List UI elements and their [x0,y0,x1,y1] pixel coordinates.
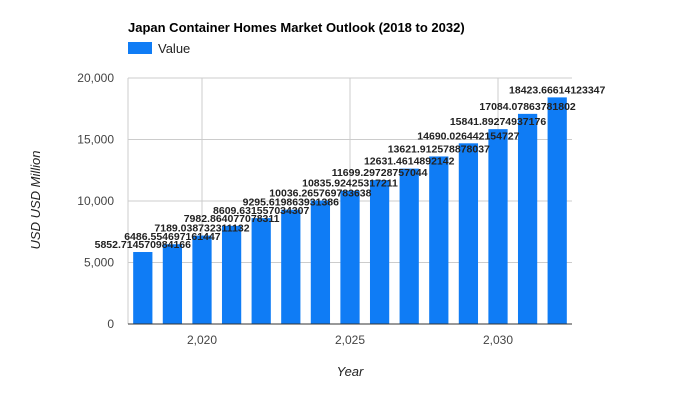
bar [369,180,390,324]
bar [251,218,271,324]
bar-data-label: 14690.026442154727 [417,130,519,142]
legend-swatch [128,42,152,54]
bar [133,252,153,324]
bar [162,244,183,324]
bar-data-label: 7982.864077078311 [184,213,280,225]
bar-data-label: 13621.912578878037 [388,143,490,155]
bar [547,97,567,324]
bar [192,235,212,324]
bar-data-label: 15841.89274937176 [450,116,547,128]
bar-data-label: 17084.07863781802 [479,101,576,113]
legend-label: Value [158,41,190,56]
bar [517,113,538,324]
y-tick-label: 20,000 [77,71,114,85]
x-axis-label: Year [337,364,364,379]
bar-data-label: 10036.265769783638 [269,188,371,200]
bar [458,143,479,324]
bar-data-label: 10835.92425317211 [302,178,398,190]
bar-data-label: 12631.4614892142 [364,156,455,168]
bar-data-label: 9295.619863931386 [243,197,340,209]
y-tick-label: 5,000 [84,256,114,270]
axes: 0 5,000 10,000 15,000 20,000 2,020 2,025 2,030 [77,71,572,347]
x-tick-label: 2,020 [187,333,217,347]
bar-data-label: 8609.631557034307 [213,205,310,217]
bar-data-label: 6486.554697161447 [124,231,221,243]
chart-title: Japan Container Homes Market Outlook (20… [128,20,465,35]
bar-data-label: 7189.038732311132 [154,223,249,235]
y-tick-label: 15,000 [77,133,114,147]
bar [488,129,508,324]
bar [281,209,301,324]
bar [221,225,242,324]
y-tick-label: 10,000 [77,194,114,208]
bars [133,97,567,324]
x-tick-label: 2,025 [335,333,365,347]
y-tick-label: 0 [107,317,114,331]
bar-data-label: 5852.714570984166 [95,239,192,251]
bar [399,168,419,324]
bar-data-label: 11699.29728757044 [332,167,428,179]
data-labels: 5852.7145709841666486.5546971614477189.0… [95,84,606,251]
bar [340,190,360,324]
bar [429,156,449,324]
bar-data-label: 18423.66614123347 [509,84,606,96]
x-tick-label: 2,030 [483,333,513,347]
bar [310,200,331,324]
y-axis-label: USD USD Million [28,151,43,250]
